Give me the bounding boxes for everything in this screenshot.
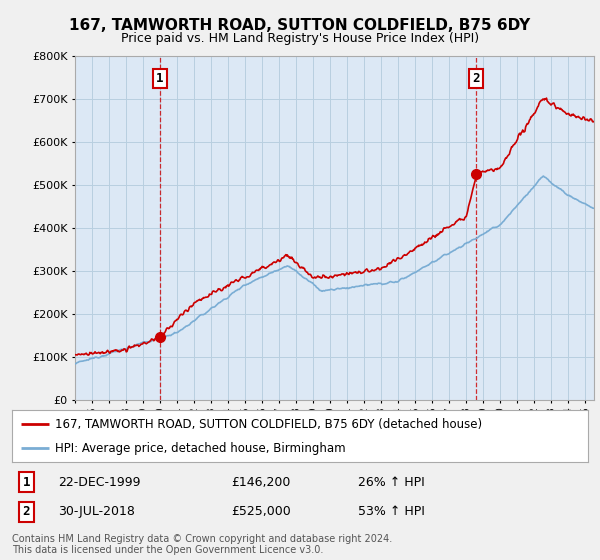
Text: 30-JUL-2018: 30-JUL-2018	[58, 505, 135, 519]
Text: 1: 1	[157, 72, 164, 85]
Text: 2: 2	[472, 72, 480, 85]
Text: 2: 2	[23, 505, 30, 519]
Text: £146,200: £146,200	[231, 475, 290, 489]
Text: 1: 1	[23, 475, 30, 489]
Text: Price paid vs. HM Land Registry's House Price Index (HPI): Price paid vs. HM Land Registry's House …	[121, 31, 479, 45]
Text: HPI: Average price, detached house, Birmingham: HPI: Average price, detached house, Birm…	[55, 442, 346, 455]
Text: 53% ↑ HPI: 53% ↑ HPI	[358, 505, 424, 519]
Text: Contains HM Land Registry data © Crown copyright and database right 2024.
This d: Contains HM Land Registry data © Crown c…	[12, 534, 392, 555]
Text: 167, TAMWORTH ROAD, SUTTON COLDFIELD, B75 6DY: 167, TAMWORTH ROAD, SUTTON COLDFIELD, B7…	[70, 18, 530, 32]
Text: 167, TAMWORTH ROAD, SUTTON COLDFIELD, B75 6DY (detached house): 167, TAMWORTH ROAD, SUTTON COLDFIELD, B7…	[55, 418, 482, 431]
Text: 26% ↑ HPI: 26% ↑ HPI	[358, 475, 424, 489]
Text: £525,000: £525,000	[231, 505, 290, 519]
Text: 22-DEC-1999: 22-DEC-1999	[58, 475, 140, 489]
